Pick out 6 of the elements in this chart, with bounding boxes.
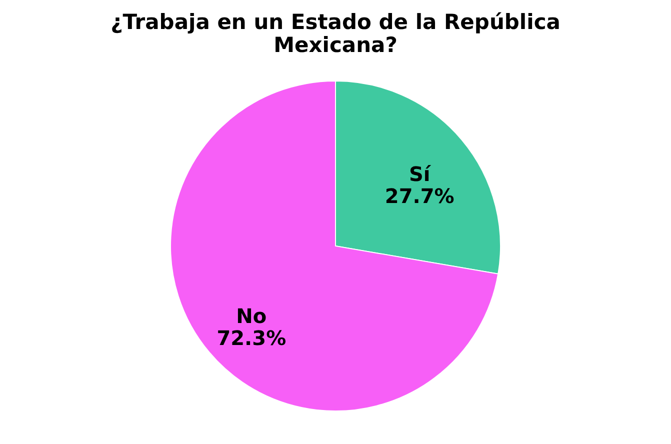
chart-title: ¿Trabaja en un Estado de la República Mexicana? — [110, 10, 560, 57]
slice-label: No — [236, 304, 267, 328]
slice-label: Sí — [408, 162, 432, 186]
data-label: 27.7% — [384, 184, 454, 208]
pie-slice — [170, 80, 499, 412]
data-label: 72.3% — [216, 326, 286, 350]
